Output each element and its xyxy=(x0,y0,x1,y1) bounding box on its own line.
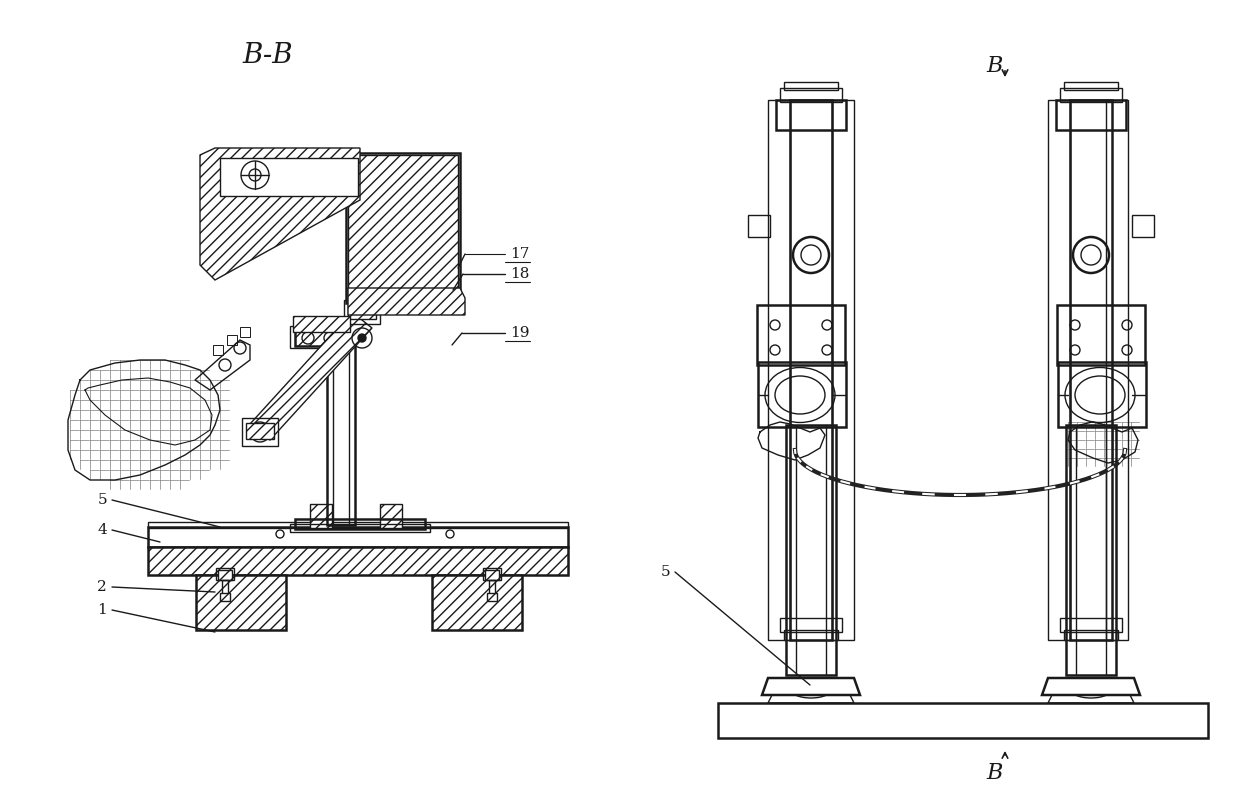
Bar xyxy=(1058,362,1146,427)
Text: 5: 5 xyxy=(661,565,670,579)
Bar xyxy=(786,425,836,675)
Bar xyxy=(780,618,842,632)
Text: 4: 4 xyxy=(97,523,107,537)
Bar xyxy=(718,703,1208,738)
Bar xyxy=(222,580,228,594)
Bar xyxy=(790,100,832,640)
Bar xyxy=(487,593,497,601)
Bar xyxy=(1056,100,1126,130)
Bar xyxy=(290,524,430,532)
Bar xyxy=(432,575,522,630)
Text: 18: 18 xyxy=(510,267,529,281)
Bar xyxy=(756,305,844,365)
Bar xyxy=(242,418,278,446)
Bar xyxy=(758,362,846,427)
Bar xyxy=(327,340,355,525)
Bar xyxy=(295,519,425,529)
Text: 19: 19 xyxy=(510,326,529,340)
Polygon shape xyxy=(250,312,372,440)
Bar xyxy=(832,100,854,640)
Bar xyxy=(1070,100,1112,640)
Bar xyxy=(1106,100,1128,640)
Bar xyxy=(346,153,460,303)
Bar xyxy=(1066,425,1116,675)
Bar xyxy=(1132,215,1154,237)
Bar xyxy=(489,580,495,594)
Bar xyxy=(784,630,838,640)
Bar xyxy=(241,327,250,337)
Bar xyxy=(148,522,568,528)
Bar xyxy=(219,593,229,601)
Bar xyxy=(776,100,846,130)
Bar xyxy=(148,527,568,547)
Text: B-B: B-B xyxy=(243,42,294,69)
Bar xyxy=(379,504,402,528)
Bar xyxy=(219,158,358,196)
Bar xyxy=(484,568,501,580)
Bar xyxy=(148,547,568,575)
Bar xyxy=(216,568,234,580)
Text: 5: 5 xyxy=(98,493,107,507)
Circle shape xyxy=(255,428,264,436)
Bar xyxy=(348,305,376,319)
Bar xyxy=(1064,630,1118,640)
Text: 17: 17 xyxy=(510,247,529,261)
Polygon shape xyxy=(348,288,465,315)
Bar xyxy=(196,575,286,630)
Bar xyxy=(1064,82,1118,90)
Text: 1: 1 xyxy=(97,603,107,617)
Bar xyxy=(1060,88,1122,102)
Text: B: B xyxy=(987,762,1003,784)
Bar xyxy=(213,345,223,355)
Bar xyxy=(784,82,838,90)
Bar xyxy=(290,326,350,348)
Polygon shape xyxy=(293,316,350,332)
Bar xyxy=(780,88,842,102)
Text: 2: 2 xyxy=(97,580,107,594)
Bar xyxy=(310,504,332,528)
Bar xyxy=(343,300,379,324)
Bar xyxy=(748,215,770,237)
Bar xyxy=(218,570,232,580)
Bar xyxy=(227,335,237,345)
Bar xyxy=(1056,305,1145,365)
Bar xyxy=(485,570,498,580)
Text: B: B xyxy=(987,55,1003,77)
Bar xyxy=(768,100,790,640)
Polygon shape xyxy=(200,148,360,280)
Circle shape xyxy=(358,334,366,342)
Bar xyxy=(1048,100,1070,640)
Bar xyxy=(348,155,458,300)
Bar xyxy=(295,330,345,346)
Bar xyxy=(1060,618,1122,632)
Bar xyxy=(246,423,274,439)
